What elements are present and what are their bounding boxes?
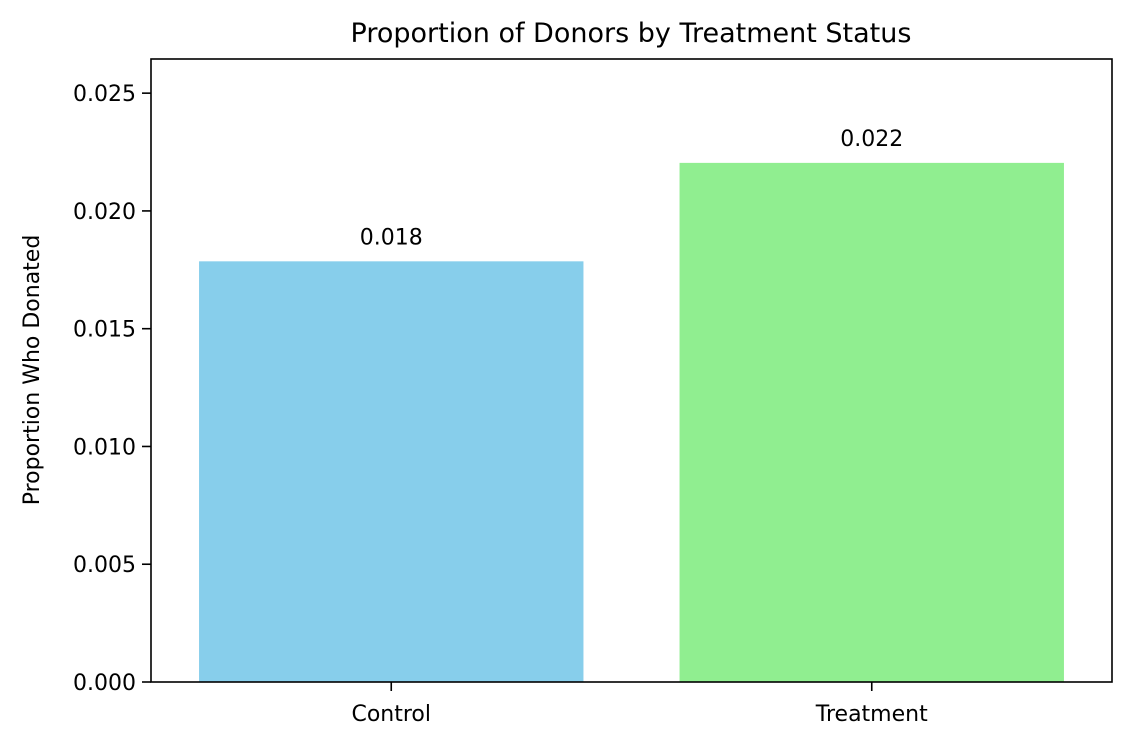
y-tick-label: 0.010	[73, 435, 136, 460]
chart-title: Proportion of Donors by Treatment Status	[351, 18, 912, 49]
y-axis-ticks: 0.000 0.005 0.010 0.015 0.020 0.025	[73, 82, 151, 696]
y-tick-label: 0.020	[73, 200, 136, 225]
x-tick-label-treatment: Treatment	[815, 702, 928, 727]
bars-group	[199, 162, 1064, 683]
x-axis-ticks: Control Treatment	[351, 682, 928, 727]
data-label-treatment: 0.022	[840, 127, 903, 152]
bar-control	[199, 261, 584, 682]
y-tick-label: 0.000	[73, 671, 136, 696]
x-tick-label-control: Control	[351, 702, 431, 727]
data-labels-group: 0.018 0.022	[360, 127, 903, 250]
data-label-control: 0.018	[360, 225, 423, 250]
y-axis-label: Proportion Who Donated	[20, 235, 45, 506]
bar-treatment	[679, 162, 1064, 683]
y-tick-label: 0.025	[73, 82, 136, 107]
y-tick-label: 0.015	[73, 318, 136, 343]
plot-area-frame	[150, 58, 1113, 683]
y-tick-label: 0.005	[73, 553, 136, 578]
